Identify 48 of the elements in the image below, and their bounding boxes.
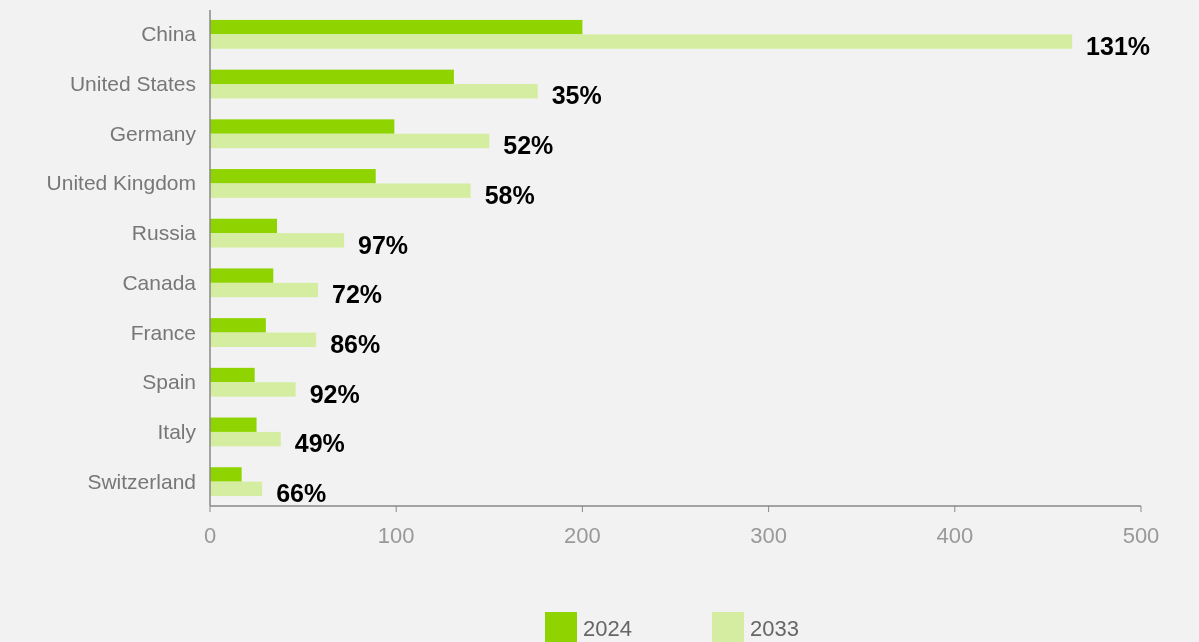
x-tick-label: 0 <box>203 523 217 548</box>
annotation: 92% <box>309 379 360 408</box>
bar <box>210 417 257 432</box>
y-tick-label: Canada <box>122 270 197 294</box>
bar <box>210 19 583 35</box>
bar <box>210 233 345 248</box>
bar <box>210 282 318 298</box>
annotation: 35% <box>551 81 602 110</box>
annotation: 66% <box>276 479 327 508</box>
annotation: 52% <box>503 131 554 160</box>
annotation: 131% <box>1086 31 1151 60</box>
bar <box>210 268 274 283</box>
y-tick-label: United States <box>69 72 196 96</box>
y-tick-label: United Kingdom <box>46 171 196 195</box>
annotation: 72% <box>332 280 383 309</box>
y-tick-label: Spain <box>142 370 196 394</box>
x-tick-label: 300 <box>750 523 787 548</box>
bar <box>210 367 255 383</box>
bar <box>210 183 471 198</box>
bar <box>210 481 263 497</box>
y-tick-label: France <box>130 320 196 344</box>
bar <box>210 34 1073 49</box>
bar <box>210 133 490 149</box>
annotation: 86% <box>330 329 381 358</box>
y-tick-label: China <box>141 22 197 46</box>
x-tick-label: 100 <box>377 523 415 548</box>
annotation: 97% <box>358 230 409 259</box>
bar <box>210 84 538 99</box>
bar <box>210 69 454 85</box>
x-tick-label: 400 <box>936 523 974 548</box>
bar <box>210 318 266 333</box>
y-tick-label: Switzerland <box>87 469 196 493</box>
bar <box>210 332 317 347</box>
y-tick-label: Russia <box>131 221 197 245</box>
bar <box>210 169 376 184</box>
bar <box>210 382 296 397</box>
x-tick-label: 500 <box>1122 523 1160 548</box>
legend-label: 2033 <box>750 616 799 641</box>
annotation: 58% <box>484 180 535 209</box>
y-tick-label: Italy <box>157 419 197 443</box>
bar <box>210 431 281 447</box>
x-tick-label: 200 <box>564 523 601 548</box>
bar <box>210 218 278 234</box>
bar <box>210 119 395 134</box>
bar <box>210 467 242 482</box>
y-tick-label: Germany <box>109 121 197 145</box>
annotation: 49% <box>294 429 345 458</box>
legend-label: 2024 <box>583 616 632 641</box>
